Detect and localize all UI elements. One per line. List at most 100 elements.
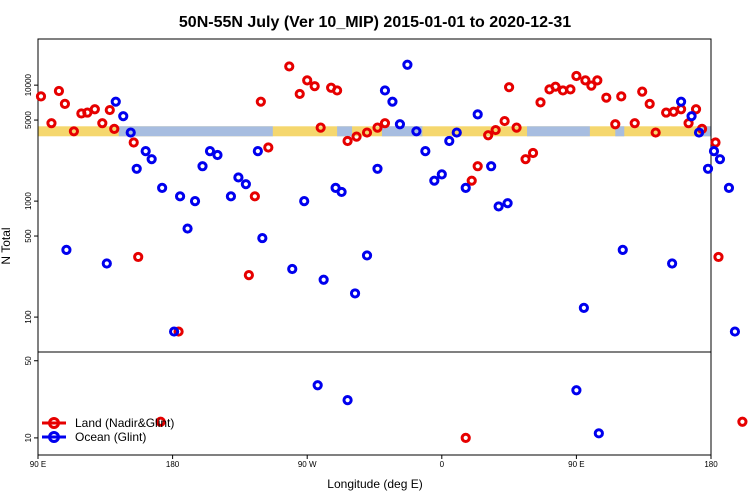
land-point — [565, 84, 576, 95]
ocean-point — [420, 145, 431, 157]
ocean-point — [486, 161, 497, 172]
land-point — [59, 98, 71, 109]
ocean-point — [212, 149, 223, 161]
land-point — [571, 70, 582, 82]
land-point — [351, 131, 362, 142]
land-point — [511, 122, 522, 133]
land-point — [104, 104, 115, 116]
land-point — [243, 270, 254, 281]
land-point — [133, 251, 144, 263]
ocean-point — [493, 201, 504, 212]
ocean-point — [61, 244, 72, 255]
y-tick-label: 500 — [24, 229, 33, 243]
land-point — [504, 82, 515, 93]
land-point — [616, 91, 627, 102]
ocean-point — [436, 169, 447, 180]
land-point — [284, 61, 295, 72]
x-tick-label: 180 — [166, 460, 180, 469]
y-axis-ticks: 100 500 1000 5000 10000 10 50 — [24, 73, 38, 442]
ocean-point — [394, 119, 406, 130]
ocean-point — [174, 191, 186, 202]
ocean-point — [168, 326, 180, 337]
band-ocean-segment — [702, 126, 711, 137]
land-point — [255, 96, 266, 107]
ocean-point — [349, 288, 361, 299]
land-point — [109, 123, 120, 134]
land-point — [302, 75, 313, 86]
ocean-point — [240, 179, 251, 190]
ocean-point — [233, 172, 244, 183]
ocean-point — [667, 258, 678, 269]
ocean-point — [693, 127, 705, 138]
land-point — [629, 118, 640, 129]
land-point — [89, 104, 100, 115]
x-tick-label: 90 E — [568, 460, 584, 469]
ocean-point — [336, 186, 347, 198]
land-point — [68, 126, 79, 137]
legend-ocean-marker — [48, 431, 60, 443]
legend-land-label: Land (Nadir&Glint) — [75, 416, 174, 430]
y-tick-label: 10 — [24, 433, 33, 442]
land-point — [713, 251, 724, 263]
land-point — [342, 135, 353, 147]
ocean-point — [342, 395, 353, 406]
land-point — [650, 127, 661, 138]
ocean-point — [131, 163, 142, 174]
x-tick-label: 180 — [704, 460, 718, 469]
land-point — [527, 147, 539, 159]
ocean-point — [451, 127, 462, 138]
y-tick-label: 100 — [24, 310, 33, 324]
ocean-point — [460, 182, 471, 194]
plot-border — [37, 38, 712, 456]
ocean-point — [617, 244, 628, 255]
ocean-point — [708, 145, 720, 157]
ocean-point — [723, 182, 735, 194]
land-point — [82, 107, 93, 118]
y-tick-label: 5000 — [24, 111, 33, 129]
ocean-point — [714, 154, 726, 165]
ocean-point — [197, 161, 208, 172]
ocean-point — [182, 223, 193, 234]
ocean-point — [312, 380, 323, 391]
x-axis-ticks: 90 E 180 90 W 0 90 E 180 — [30, 455, 718, 469]
ocean-point — [361, 250, 373, 261]
land-point — [610, 119, 621, 130]
land-point — [644, 98, 655, 109]
ocean-point — [157, 182, 168, 194]
ocean-point — [101, 258, 112, 269]
ocean-point — [675, 96, 687, 107]
land-point — [483, 130, 494, 141]
ocean-point — [411, 126, 422, 137]
legend-land-marker — [48, 417, 60, 429]
ocean-point — [318, 274, 329, 285]
ocean-point — [252, 145, 263, 157]
ocean-point — [140, 145, 151, 157]
land-point — [490, 124, 501, 136]
ocean-point — [125, 127, 136, 138]
ocean-point — [204, 145, 216, 157]
ocean-point — [502, 198, 513, 209]
y-tick-label: 10000 — [24, 73, 33, 96]
ocean-point — [299, 196, 310, 207]
legend-ocean-label: Ocean (Glint) — [75, 430, 146, 444]
band-ocean-segment — [337, 126, 353, 137]
land-point — [128, 137, 139, 148]
x-tick-label: 90 W — [298, 460, 317, 469]
land-point — [294, 88, 305, 100]
land-point — [690, 104, 702, 115]
land-point — [155, 416, 166, 427]
land-point — [53, 85, 65, 97]
ocean-series — [61, 59, 741, 439]
land-point — [379, 118, 391, 129]
land-series — [35, 61, 748, 444]
ocean-point — [118, 111, 129, 122]
land-point — [472, 161, 483, 172]
ocean-point — [402, 59, 413, 70]
ocean-point — [729, 326, 741, 337]
land-point — [173, 326, 184, 337]
ocean-point — [472, 109, 483, 120]
y-tick-label: 1000 — [24, 192, 33, 210]
land-point — [710, 137, 721, 148]
ocean-point — [571, 385, 582, 396]
